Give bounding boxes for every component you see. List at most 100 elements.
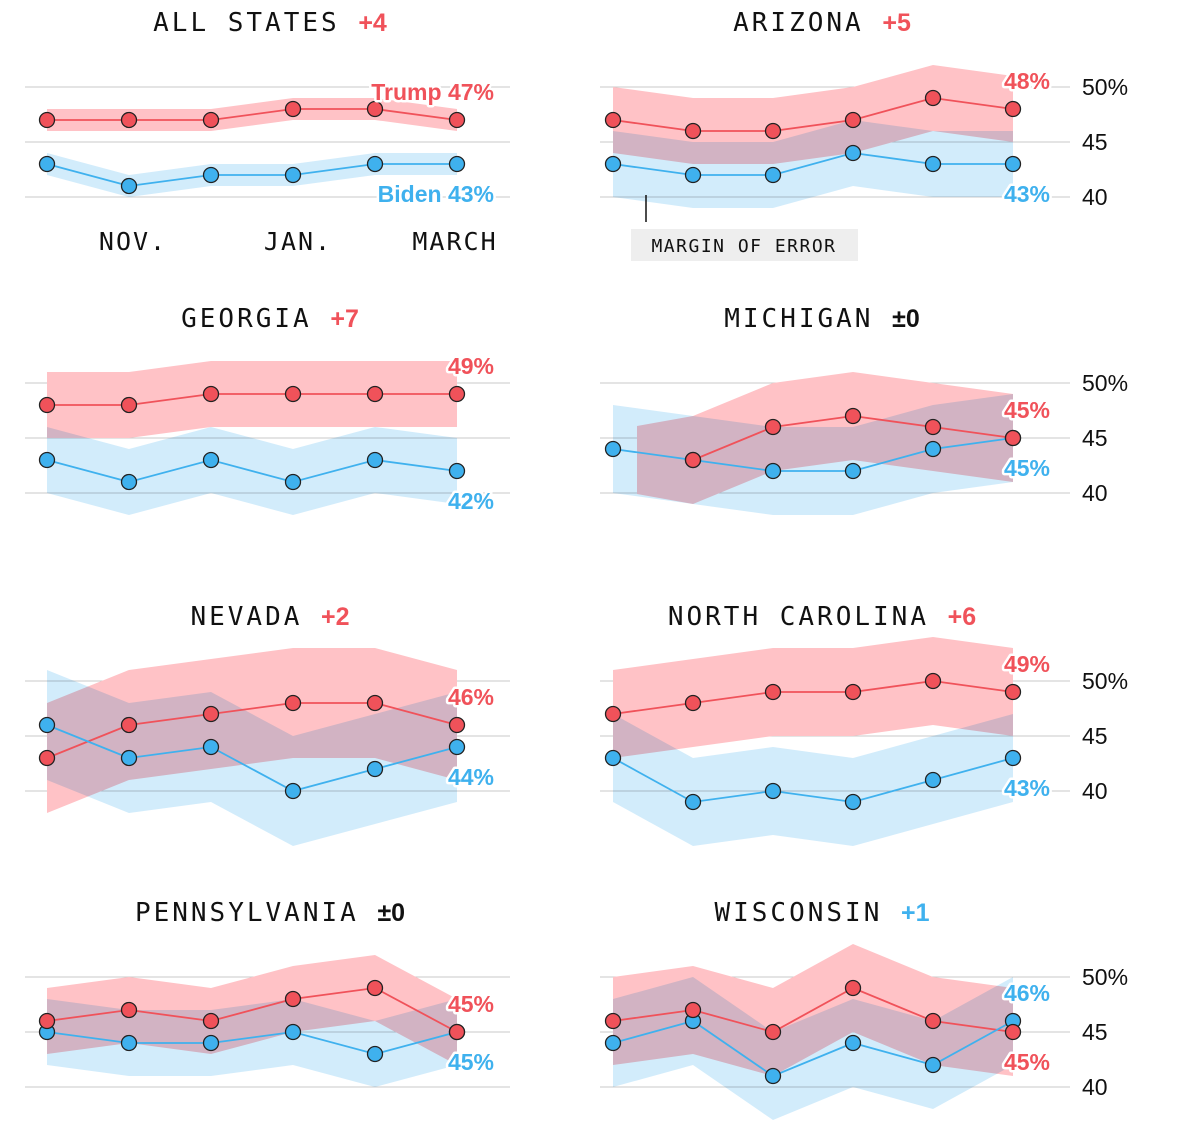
biden-point: [366, 1045, 384, 1063]
y-tick-label: 40: [1082, 1074, 1108, 1100]
trump-end-label: 45%: [448, 991, 494, 1017]
biden-line: [46, 163, 457, 187]
biden-point: [924, 440, 942, 458]
biden-point: [764, 1067, 782, 1085]
biden-point: [844, 462, 862, 480]
trump-point: [764, 418, 782, 436]
panel-title: PENNSYLVANIA ±0: [135, 898, 405, 928]
biden-point: [202, 166, 220, 184]
y-tick-label: 50%: [1082, 74, 1128, 100]
trump-point: [924, 89, 942, 107]
trump-end-label: 49%: [1004, 651, 1050, 677]
panel-title: ARIZONA +5: [733, 8, 911, 38]
trump-margin-band: [613, 637, 1013, 758]
biden-point: [284, 1023, 302, 1041]
trump-line: [47, 393, 457, 406]
biden-point: [844, 144, 862, 162]
panel-wisconsin: 50% 45 40 WISCONSIN +1 45% 46%: [600, 898, 1128, 1120]
trump-point: [366, 100, 384, 118]
x-tick-label: NOV.: [99, 227, 167, 256]
y-tick-label: 45: [1082, 1019, 1108, 1045]
trump-point: [924, 418, 942, 436]
biden-point: [924, 1056, 942, 1074]
biden-point: [448, 155, 466, 173]
biden-end-label: 45%: [448, 1049, 494, 1075]
biden-point: [120, 1034, 138, 1052]
biden-point: [120, 473, 138, 491]
trump-point: [284, 990, 302, 1008]
biden-point: [38, 716, 56, 734]
trump-point: [684, 1001, 702, 1019]
y-tick-label: 40: [1082, 184, 1108, 210]
trump-point: [924, 1012, 942, 1030]
trump-point: [764, 683, 782, 701]
panel-north-carolina: 50% 45 40 NORTH CAROLINA +6 49% 43%: [600, 602, 1128, 846]
trump-point: [202, 705, 220, 723]
biden-point: [764, 782, 782, 800]
trump-point: [764, 122, 782, 140]
margin-label: +2: [321, 603, 350, 631]
biden-margin-band: [47, 670, 457, 846]
biden-end-label: 44%: [448, 764, 494, 790]
trump-point: [844, 979, 862, 997]
biden-point: [1004, 749, 1022, 767]
y-tick-label: 50%: [1082, 964, 1128, 990]
biden-margin-band: [613, 714, 1013, 846]
biden-margin-band: [613, 977, 1013, 1120]
trump-point: [1004, 1023, 1022, 1041]
trump-end-label: 45%: [1004, 397, 1050, 423]
biden-line: [612, 757, 1014, 803]
trump-point: [366, 979, 384, 997]
margin-of-error-note: MARGIN OF ERROR: [651, 236, 836, 257]
biden-point: [38, 155, 56, 173]
trump-point: [38, 1012, 56, 1030]
biden-point: [202, 738, 220, 756]
biden-point: [448, 738, 466, 756]
margin-label: +4: [358, 9, 387, 37]
trump-point: [684, 694, 702, 712]
biden-point: [202, 451, 220, 469]
trump-end-label: 45%: [1004, 1049, 1050, 1075]
panel-title: NORTH CAROLINA +6: [668, 602, 976, 632]
biden-point: [924, 155, 942, 173]
trump-point: [844, 683, 862, 701]
trump-point: [448, 716, 466, 734]
panel-arizona: 50% 45 40 ARIZONA +5 48% 43% MARGIN OF ERROR: [600, 8, 1128, 261]
panel-nevada: NEVADA +2 46% 44%: [25, 602, 510, 846]
panel-pennsylvania: PENNSYLVANIA ±0 45% 45%: [25, 898, 510, 1088]
biden-point: [38, 451, 56, 469]
biden-point: [684, 166, 702, 184]
trump-line: [46, 702, 458, 759]
trump-point: [202, 385, 220, 403]
biden-line: [46, 459, 458, 483]
margin-label: ±0: [892, 305, 920, 333]
trump-end-label: Trump 47%: [371, 79, 494, 105]
trump-point: [448, 1023, 466, 1041]
trump-line: [612, 987, 1014, 1033]
biden-point: [448, 462, 466, 480]
trump-point: [924, 672, 942, 690]
trump-point: [284, 385, 302, 403]
biden-line: [612, 437, 1014, 472]
biden-margin-band: [47, 999, 457, 1087]
trump-point: [38, 111, 56, 129]
biden-end-label: 45%: [1004, 455, 1050, 481]
annotation-box: [631, 229, 858, 261]
biden-line: [46, 724, 458, 792]
biden-point: [844, 1034, 862, 1052]
biden-point: [604, 749, 622, 767]
trump-point: [120, 111, 138, 129]
biden-point: [1004, 155, 1022, 173]
biden-end-label: Biden 43%: [378, 181, 494, 207]
trump-point: [366, 694, 384, 712]
margin-label: +7: [330, 305, 359, 333]
trump-point: [38, 396, 56, 414]
y-tick-label: 50%: [1082, 370, 1128, 396]
biden-point: [284, 166, 302, 184]
trump-point: [1004, 429, 1022, 447]
panel-all-states: ALL STATES +4 Trump 47% Biden 43% NOV. JAN. M…: [25, 8, 510, 256]
trump-line: [612, 680, 1014, 715]
y-tick-label: 40: [1082, 480, 1108, 506]
biden-point: [366, 760, 384, 778]
biden-point: [764, 462, 782, 480]
